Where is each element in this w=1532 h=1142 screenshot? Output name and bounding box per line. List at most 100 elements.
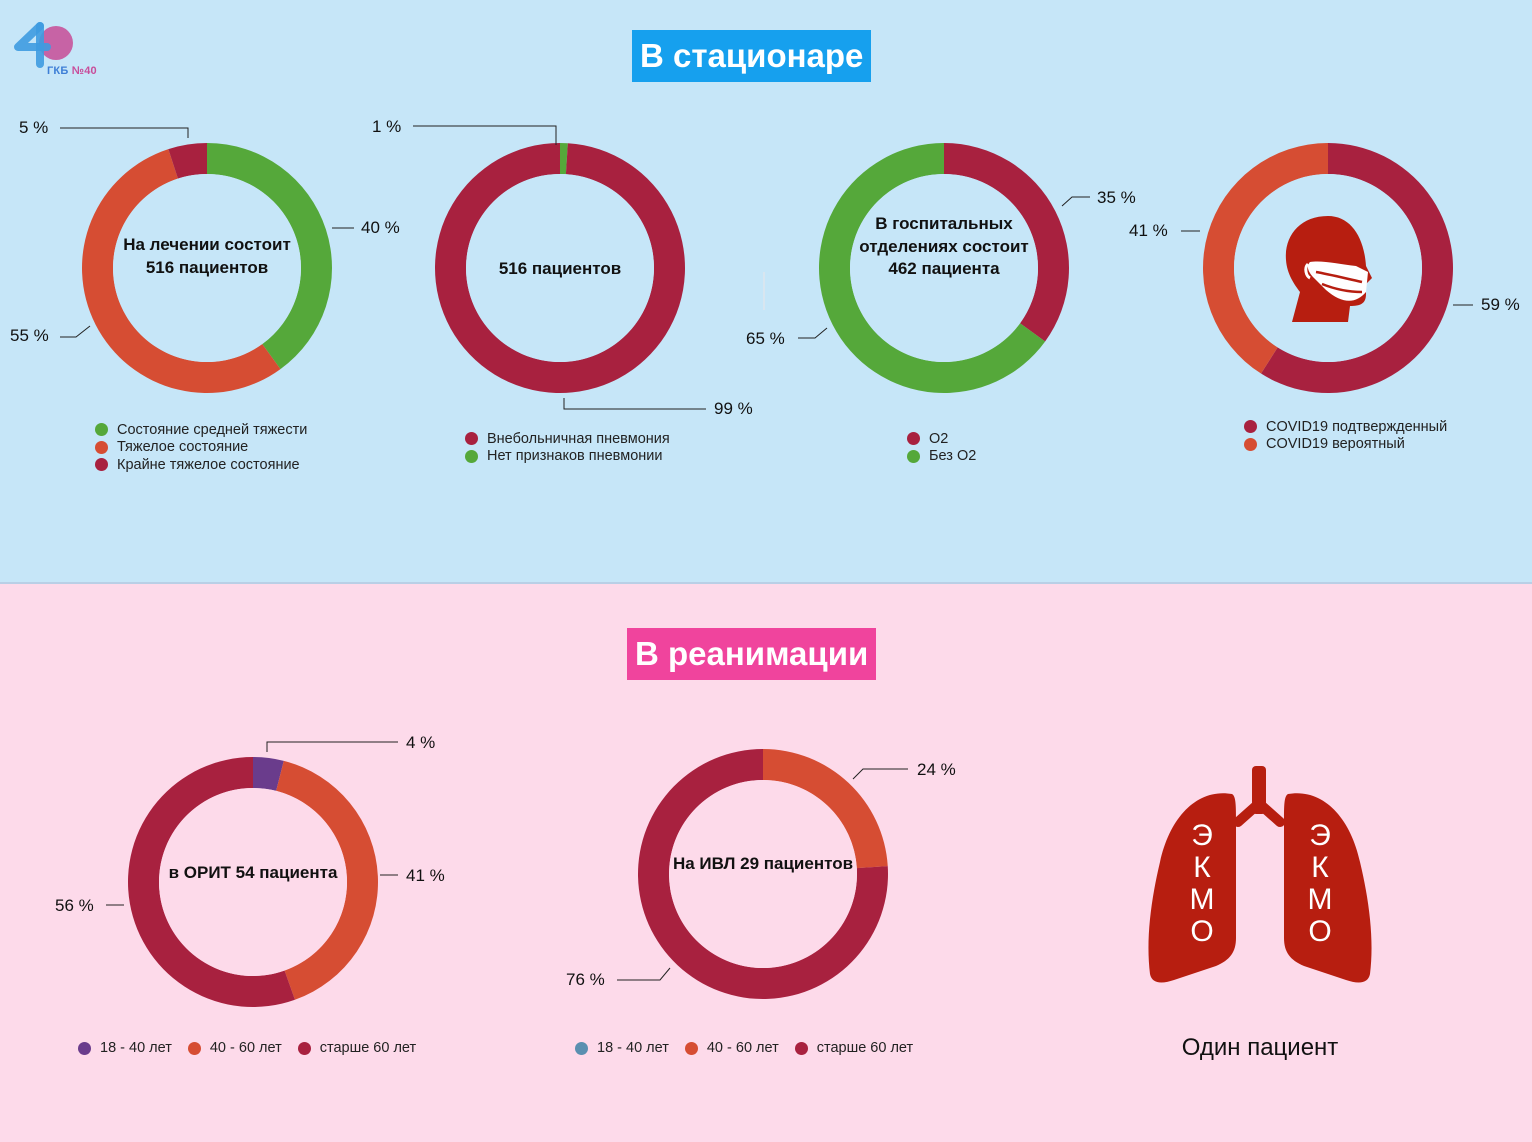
chart1-center-label: На лечении состоит 516 пациентов (123, 235, 291, 277)
chart6-legend: 18 - 40 лет 40 - 60 лет старше 60 лет (575, 1040, 929, 1056)
lungs-icon (1148, 766, 1372, 983)
legend-label: COVID19 подтвержденный (1266, 418, 1448, 435)
ekmo-panel: Э К М О Э К М О (1140, 762, 1380, 988)
chart6-center-label: На ИВЛ 29 пациентов (672, 854, 854, 873)
legend-label: Состояние средней тяжести (117, 421, 308, 438)
legend-item: Внебольничная пневмония (465, 430, 670, 448)
chart5-slice-0 (253, 757, 284, 791)
chart5-label-60plus: 56 % (55, 896, 94, 915)
legend-dot (1244, 420, 1257, 434)
legend-label: 18 - 40 лет (597, 1040, 669, 1056)
legend-item: 40 - 60 лет (187, 1040, 282, 1056)
chart5-hole (159, 788, 347, 976)
chart3-legend: O2 Без O2 (907, 430, 976, 465)
ekmo-letter: К (1193, 851, 1211, 884)
legend-label: Тяжелое состояние (117, 439, 249, 456)
chart5-legend: 18 - 40 лет 40 - 60 лет старше 60 лет (78, 1040, 432, 1056)
legend-dot (907, 432, 920, 446)
chart6-hole (669, 780, 857, 968)
legend-item: 18 - 40 лет (575, 1040, 669, 1056)
legend-label: COVID19 вероятный (1266, 436, 1405, 453)
chart6-label-60plus: 76 % (566, 970, 605, 989)
legend-dot (297, 1041, 311, 1055)
chart1-label-critical: 5 % (19, 118, 49, 137)
chart6-leader-line-1 (617, 967, 671, 981)
legend-label: 18 - 40 лет (100, 1040, 172, 1056)
legend-item: COVID19 вероятный (1244, 436, 1447, 454)
chart3-slice-0 (944, 143, 1069, 342)
masked-head-icon (1285, 216, 1372, 322)
logo-suffix: №40 (71, 65, 97, 77)
legend-dot (95, 458, 108, 472)
legend-dot (907, 449, 920, 463)
chart2-leader-line-0 (413, 125, 557, 145)
legend-item: Крайне тяжелое состояние (95, 456, 307, 474)
legend-dot (78, 1041, 91, 1055)
ekmo-letter: К (1311, 851, 1329, 884)
legend-item: Без O2 (907, 448, 976, 466)
legend-dot (1244, 437, 1257, 451)
chart4-slice-0 (1261, 143, 1453, 394)
logo-text: ГКБ №40 (47, 65, 97, 77)
legend-item: старше 60 лет (297, 1040, 417, 1056)
legend-label: Без O2 (929, 448, 977, 465)
legend-label: старше 60 лет (816, 1040, 914, 1056)
legend-item: 40 - 60 лет (684, 1040, 779, 1056)
chart5-slice-2 (127, 757, 295, 1007)
chart1-leader-line-1 (60, 325, 91, 338)
chart2-label-no-pneumonia: 1 % (372, 117, 402, 136)
legend-label: Крайне тяжелое состояние (117, 456, 300, 473)
ekmo-left-letters: Э К М О (1187, 820, 1217, 948)
legend-label: старше 60 лет (319, 1040, 417, 1056)
ekmo-letter: Э (1191, 819, 1213, 852)
chart4-label-confirmed: 59 % (1481, 295, 1520, 314)
divider (763, 272, 765, 310)
chart1-slice-2 (168, 143, 207, 179)
legend-dot (187, 1041, 201, 1055)
inpatient-title: В стационаре (632, 30, 872, 82)
chart3-center-label: В госпитальных отделениях состоит 462 па… (859, 214, 1029, 278)
legend-dot (794, 1041, 808, 1055)
chart2-label-pneumonia: 99 % (714, 399, 753, 418)
legend-label: Нет признаков пневмонии (487, 448, 663, 465)
logo-prefix: ГКБ (47, 65, 69, 77)
chart5-label-18-40: 4 % (406, 733, 436, 752)
chart1-label-severe: 55 % (10, 326, 49, 345)
chart3-label-no-o2: 65 % (746, 329, 785, 348)
legend-label: O2 (929, 430, 949, 447)
chart3-hole (850, 174, 1038, 362)
legend-dot (575, 1041, 588, 1055)
legend-dot (95, 423, 108, 437)
legend-dot (465, 449, 478, 463)
chart2-legend: Внебольничная пневмония Нет признаков пн… (465, 430, 670, 465)
legend-item: старше 60 лет (794, 1040, 914, 1056)
chart3-leader-line-0 (1061, 196, 1090, 207)
legend-item: O2 (907, 430, 976, 448)
legend-label: Внебольничная пневмония (487, 430, 670, 447)
legend-item: Нет признаков пневмонии (465, 448, 670, 466)
chart4-legend: COVID19 подтвержденный COVID19 вероятный (1244, 418, 1447, 453)
chart1-slice-0 (207, 143, 333, 370)
chart3-label-o2: 35 % (1097, 188, 1136, 207)
chart4-slice-1 (1203, 143, 1328, 374)
ekmo-letter: М (1307, 883, 1333, 916)
chart1-hole (113, 174, 301, 362)
chart2-center-label: 516 пациентов (498, 259, 622, 278)
chart4-label-probable: 41 % (1129, 221, 1168, 240)
chart3-leader-line-1 (798, 327, 828, 339)
chart5-label-40-60: 41 % (406, 866, 445, 885)
chart6-leader-line-0 (852, 768, 908, 780)
legend-dot (684, 1041, 698, 1055)
ekmo-letter: О (1308, 915, 1332, 948)
chart2-slice-0 (560, 143, 568, 175)
chart2-hole (466, 174, 654, 362)
ekmo-letter: О (1190, 915, 1214, 948)
ekmo-letter: Э (1309, 819, 1331, 852)
legend-item: 18 - 40 лет (78, 1040, 172, 1056)
legend-label: 40 - 60 лет (706, 1040, 779, 1056)
chart5-slice-1 (276, 760, 379, 1000)
ekmo-right-letters: Э К М О (1305, 820, 1335, 948)
icu-title: В реанимации (627, 628, 877, 680)
chart5-center-label: в ОРИТ 54 пациента (168, 863, 338, 882)
